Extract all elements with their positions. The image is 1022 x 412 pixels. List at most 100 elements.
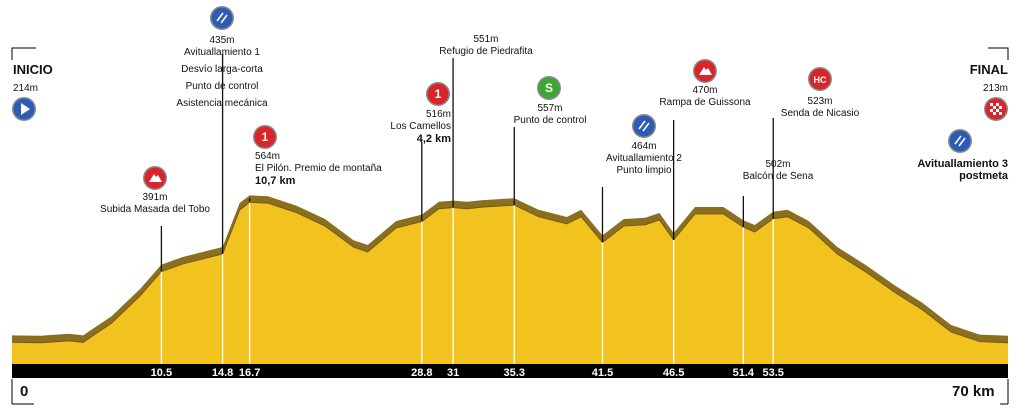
feed-icon [948, 129, 972, 153]
point-elevation: 435m [209, 35, 235, 46]
point-label-group: Avituallamiento 3 postmeta [917, 158, 1008, 182]
checker-cell [999, 106, 1002, 109]
x-tick-label: 46.5 [662, 367, 685, 379]
icon-disc [211, 7, 233, 29]
checker-cell [999, 112, 1002, 115]
point-label-group: 523m Senda de Nicasio [781, 96, 859, 120]
climb-icon [143, 166, 167, 190]
point-name: Balcón de Sena [742, 171, 814, 182]
icon-text: HC [814, 75, 827, 85]
icon-disc [254, 126, 276, 148]
point-name: El Pilón. Premio de montaña [255, 163, 382, 174]
category-1-icon: 1 [253, 125, 277, 149]
point-label-group: 464m Avituallamiento 2 Punto limpio [606, 141, 682, 177]
checker-cell [993, 112, 996, 115]
point-name: Punto de control [513, 115, 587, 126]
point-elevation: 557m [537, 103, 563, 114]
x-tick-label: 41.5 [591, 367, 614, 379]
point-name: Avituallamiento 3 [917, 158, 1008, 170]
utensil-glyph [954, 135, 962, 145]
play-glyph [21, 103, 30, 115]
point-name: 10,7 km [255, 175, 296, 187]
profile-area [12, 202, 1008, 364]
point-elevation: 470m [692, 85, 718, 96]
icon-text: 1 [435, 87, 442, 101]
climb-icon [693, 59, 717, 83]
x-tick-label: 14.8 [211, 367, 234, 379]
x-axis-end-label: 70 km [952, 383, 995, 400]
point-elevation: 551m [473, 34, 499, 45]
utensil-glyph [638, 120, 646, 130]
point-name: Punto de control [185, 81, 259, 92]
mountain-glyph [699, 67, 712, 75]
icon-disc [809, 68, 831, 90]
point-elevation: 464m [631, 141, 657, 152]
finish-elevation: 213m [982, 83, 1008, 94]
point-label-group: 551m Refugio de Piedrafita [439, 34, 532, 58]
point-elevation: 564m [255, 151, 281, 162]
start-elevation: 214m [13, 83, 39, 94]
point-elevation: 516m [425, 109, 451, 120]
hors-categorie-icon: HC [808, 67, 832, 91]
point-label-group: 564m El Pilón. Premio de montaña 10,7 km [255, 151, 382, 187]
utensil-glyph [220, 14, 228, 24]
point-name: Senda de Nicasio [780, 108, 860, 119]
start-label: INICIO [13, 62, 53, 77]
frame-corner-tl [11, 47, 36, 60]
point-label-group: 502m Balcón de Sena [743, 159, 814, 183]
x-tick-label: 35.3 [503, 367, 525, 379]
point-name: Asistencia mecánica [176, 98, 268, 109]
feed-icon [632, 114, 656, 138]
point-label-group: 391m Subida Masada del Tobo [100, 192, 210, 216]
point-elevation: 502m [765, 159, 791, 170]
point-name: Rampa de Guissona [659, 97, 751, 108]
x-axis-bar [12, 364, 1008, 378]
point-name: Desvío larga-corta [181, 64, 263, 75]
checker-cell [990, 109, 993, 112]
point-name: postmeta [959, 170, 1008, 182]
category-1-icon: 1 [426, 82, 450, 106]
x-tick-label: 53.5 [762, 367, 784, 379]
point-name: Avituallamiento 2 [606, 153, 682, 164]
point-name: Punto limpio [616, 165, 672, 176]
frame-corner-tr [988, 47, 1009, 60]
utensil-glyph [958, 137, 966, 147]
point-name: Los Camellos [390, 121, 451, 132]
x-tick-label: 31 [446, 367, 460, 379]
x-axis-start-label: 0 [20, 383, 29, 400]
icon-text: 1 [262, 130, 269, 144]
mountain-glyph [149, 174, 162, 182]
feed-icon [210, 6, 234, 30]
point-name: Subida Masada del Tobo [100, 204, 210, 215]
point-label-group: 470m Rampa de Guissona [659, 85, 750, 109]
icon-disc [427, 83, 449, 105]
checker-cell [990, 103, 993, 106]
checker-cell [993, 106, 996, 109]
point-name: Avituallamiento 1 [184, 47, 260, 58]
point-elevation: 391m [142, 192, 168, 203]
point-label-group: 557m Punto de control [514, 103, 587, 127]
profile-line [11, 201, 1009, 344]
x-tick-label: 16.7 [238, 367, 261, 379]
x-tick-label: 10.5 [150, 367, 173, 379]
icon-disc [633, 115, 655, 137]
finish-label: FINAL [969, 62, 1008, 77]
point-label-group: 435m Avituallamiento 1 Desvío larga-corta P… [176, 35, 267, 115]
utensil-glyph [216, 12, 224, 22]
utensil-glyph [642, 122, 650, 132]
icon-disc [538, 77, 560, 99]
x-tick-label: 28.8 [411, 367, 433, 379]
sprint-icon: S [537, 76, 561, 100]
point-elevation: 523m [807, 96, 833, 107]
point-name: Refugio de Piedrafita [439, 46, 533, 57]
start-icon [12, 97, 36, 121]
x-tick-label: 51.4 [732, 367, 755, 379]
icon-text: S [545, 81, 553, 95]
point-name: 4,2 km [416, 133, 451, 145]
checker-cell [996, 103, 999, 106]
checker-cell [996, 109, 999, 112]
icon-disc [949, 130, 971, 152]
point-label-group: 516m Los Camellos 4,2 km [390, 109, 451, 145]
